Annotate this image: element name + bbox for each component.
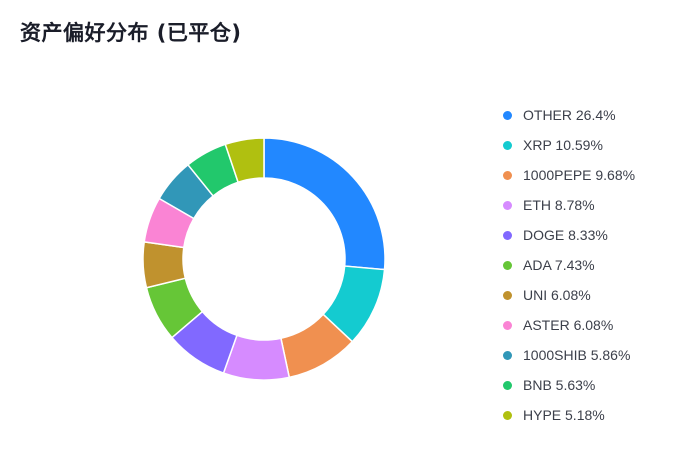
legend-marker-icon <box>503 320 512 330</box>
legend-marker-icon <box>503 350 512 360</box>
legend-marker-icon <box>503 170 512 180</box>
legend-marker-icon <box>503 110 512 120</box>
legend-marker-icon <box>503 380 512 390</box>
legend-label: ADA 7.43% <box>523 257 595 273</box>
legend-label: UNI 6.08% <box>523 287 591 303</box>
legend-marker-icon <box>503 200 512 210</box>
chart-legend: OTHER 26.4% XRP 10.59% 1000PEPE 9.68% ETH 8… <box>503 100 635 430</box>
legend-label: BNB 5.63% <box>523 377 596 393</box>
legend-item-bnb[interactable]: BNB 5.63% <box>503 370 635 400</box>
legend-label: ASTER 6.08% <box>523 317 614 333</box>
legend-item-doge[interactable]: DOGE 8.33% <box>503 220 635 250</box>
legend-label: ETH 8.78% <box>523 197 595 213</box>
legend-label: 1000SHIB 5.86% <box>523 347 631 363</box>
legend-marker-icon <box>503 410 512 420</box>
donut-slice-hype[interactable] <box>224 137 265 184</box>
legend-item-xrp[interactable]: XRP 10.59% <box>503 130 635 160</box>
legend-item-hype[interactable]: HYPE 5.18% <box>503 400 635 430</box>
donut-slice-other[interactable] <box>263 137 386 271</box>
legend-item-aster[interactable]: ASTER 6.08% <box>503 310 635 340</box>
legend-label: XRP 10.59% <box>523 137 603 153</box>
legend-marker-icon <box>503 140 512 150</box>
legend-label: DOGE 8.33% <box>523 227 608 243</box>
legend-item-other[interactable]: OTHER 26.4% <box>503 100 635 130</box>
legend-label: HYPE 5.18% <box>523 407 605 423</box>
chart-title: 资产偏好分布 (已平仓) <box>20 21 242 45</box>
legend-item-ada[interactable]: ADA 7.43% <box>503 250 635 280</box>
legend-marker-icon <box>503 260 512 270</box>
legend-item-1000shib[interactable]: 1000SHIB 5.86% <box>503 340 635 370</box>
legend-marker-icon <box>503 230 512 240</box>
legend-item-uni[interactable]: UNI 6.08% <box>503 280 635 310</box>
legend-item-eth[interactable]: ETH 8.78% <box>503 190 635 220</box>
legend-label: 1000PEPE 9.68% <box>523 167 636 183</box>
legend-label: OTHER 26.4% <box>523 107 616 123</box>
legend-marker-icon <box>503 290 512 300</box>
legend-item-1000pepe[interactable]: 1000PEPE 9.68% <box>503 160 635 190</box>
